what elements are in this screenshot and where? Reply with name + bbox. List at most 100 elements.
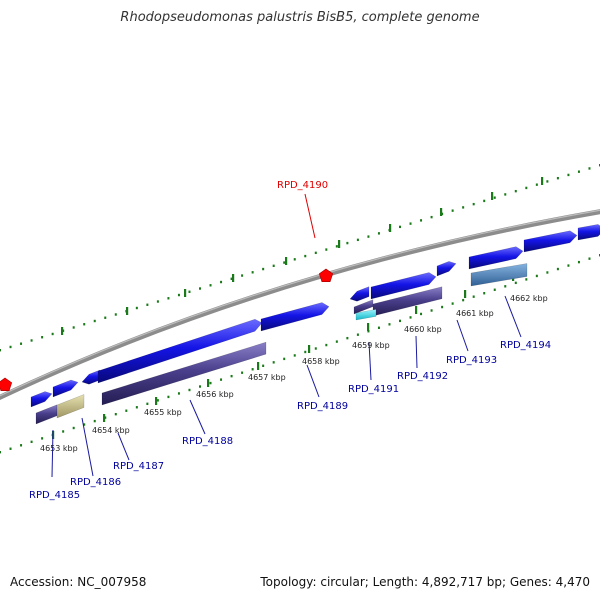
major-tick [389, 224, 392, 232]
gene-label[interactable]: RPD_4188 [182, 436, 233, 447]
inner-tick [399, 319, 401, 323]
major-tick [232, 274, 235, 282]
gene-label[interactable]: RPD_4194 [500, 340, 551, 351]
gene-label[interactable]: RPD_4193 [446, 355, 497, 366]
outer-tick [556, 176, 559, 180]
scale-labels: 4653 kbp 4654 kbp 4655 kbp 4656 kbp 4657 kbp… [40, 294, 548, 453]
outer-tick [104, 316, 107, 319]
leader-line [504, 295, 522, 338]
outer-tick [588, 167, 591, 170]
major-tick [415, 306, 418, 314]
outer-tick [451, 209, 454, 212]
inner-tick [20, 444, 23, 447]
inner-tick [335, 340, 338, 343]
inner-tick [114, 412, 117, 416]
inner-tick [62, 430, 65, 433]
outer-tick [514, 189, 517, 193]
gene-label[interactable]: RPD_4191 [348, 384, 399, 395]
inner-tick [104, 416, 107, 419]
scale-label: 4662 kbp [510, 294, 548, 303]
outer-tick [335, 245, 338, 248]
inner-tick [546, 271, 549, 274]
gene-label[interactable]: RPD_4187 [113, 461, 164, 472]
outer-tick [272, 264, 275, 268]
gene-label[interactable]: RPD_4186 [70, 477, 121, 488]
gene-label[interactable]: RPD_4192 [397, 371, 448, 382]
outer-tick [577, 170, 580, 173]
major-tick [440, 208, 443, 216]
inner-tick [230, 374, 233, 378]
gene-label[interactable]: RPD_4185 [29, 490, 80, 501]
outer-tick [367, 235, 370, 238]
inner-tick [241, 371, 244, 374]
outer-tick [420, 219, 423, 222]
reverse-gene [101, 341, 267, 406]
inner-tick [367, 330, 370, 333]
leader-line [117, 432, 130, 461]
scale-label: 4661 kbp [456, 309, 494, 318]
major-tick [155, 397, 158, 405]
major-tick [257, 362, 260, 370]
outer-tick [356, 238, 359, 242]
outer-tick [546, 180, 549, 183]
outer-tick [0, 349, 1, 352]
inner-tick [451, 302, 454, 305]
inner-tick [177, 392, 180, 395]
pseudo-gene [56, 394, 85, 419]
inner-tick [409, 316, 412, 319]
outer-tick [293, 258, 296, 261]
outer-tick [199, 287, 201, 290]
scale-label: 4654 kbp [92, 426, 130, 435]
inner-tick [441, 305, 444, 309]
scale-label: 4659 kbp [352, 341, 390, 350]
scale-label: 4655 kbp [144, 408, 182, 417]
forward-gene [436, 261, 457, 277]
red-marker [318, 268, 334, 283]
inner-tick [483, 292, 486, 295]
inner-tick [251, 368, 254, 371]
inner-tick [9, 447, 12, 450]
inner-tick [567, 264, 570, 267]
inner-tick [209, 381, 212, 385]
major-ticks [52, 177, 544, 439]
forward-gene [260, 302, 330, 332]
rna-gene [355, 309, 377, 321]
outer-tick [241, 274, 244, 277]
major-tick [103, 414, 106, 422]
inner-tick [514, 281, 517, 285]
inner-tick [462, 298, 465, 302]
inner-tick [577, 260, 580, 264]
outer-tick [262, 267, 265, 271]
outer-tick [409, 222, 412, 225]
major-tick [184, 289, 187, 297]
inner-tick [588, 257, 591, 260]
inner-tick [420, 312, 423, 316]
leader-line [368, 341, 372, 381]
outer-tick [83, 323, 86, 326]
inner-tick [220, 378, 223, 381]
outer-tick [51, 332, 54, 336]
outer-tick [146, 303, 149, 306]
gene-features [30, 224, 600, 425]
outer-tick [114, 313, 117, 316]
inner-tick [30, 440, 33, 444]
outer-tick [304, 254, 307, 258]
other-gene [470, 263, 528, 287]
inner-tick [283, 357, 286, 361]
scale-label: 4656 kbp [196, 390, 234, 399]
gene-label[interactable]: RPD_4189 [297, 401, 348, 412]
major-tick [126, 307, 129, 315]
inner-tick [146, 402, 149, 406]
scale-label: 4657 kbp [248, 373, 286, 382]
outer-tick [462, 206, 465, 209]
forward-gene [523, 230, 578, 253]
inner-tick [93, 419, 96, 423]
outer-tick [9, 345, 12, 349]
inner-tick [135, 406, 138, 409]
outer-tick [72, 326, 75, 329]
gene-label[interactable]: RPD_4190 [277, 180, 328, 191]
reverse-gene [35, 404, 58, 425]
leader-line [189, 399, 206, 435]
outer-tick [156, 300, 159, 303]
